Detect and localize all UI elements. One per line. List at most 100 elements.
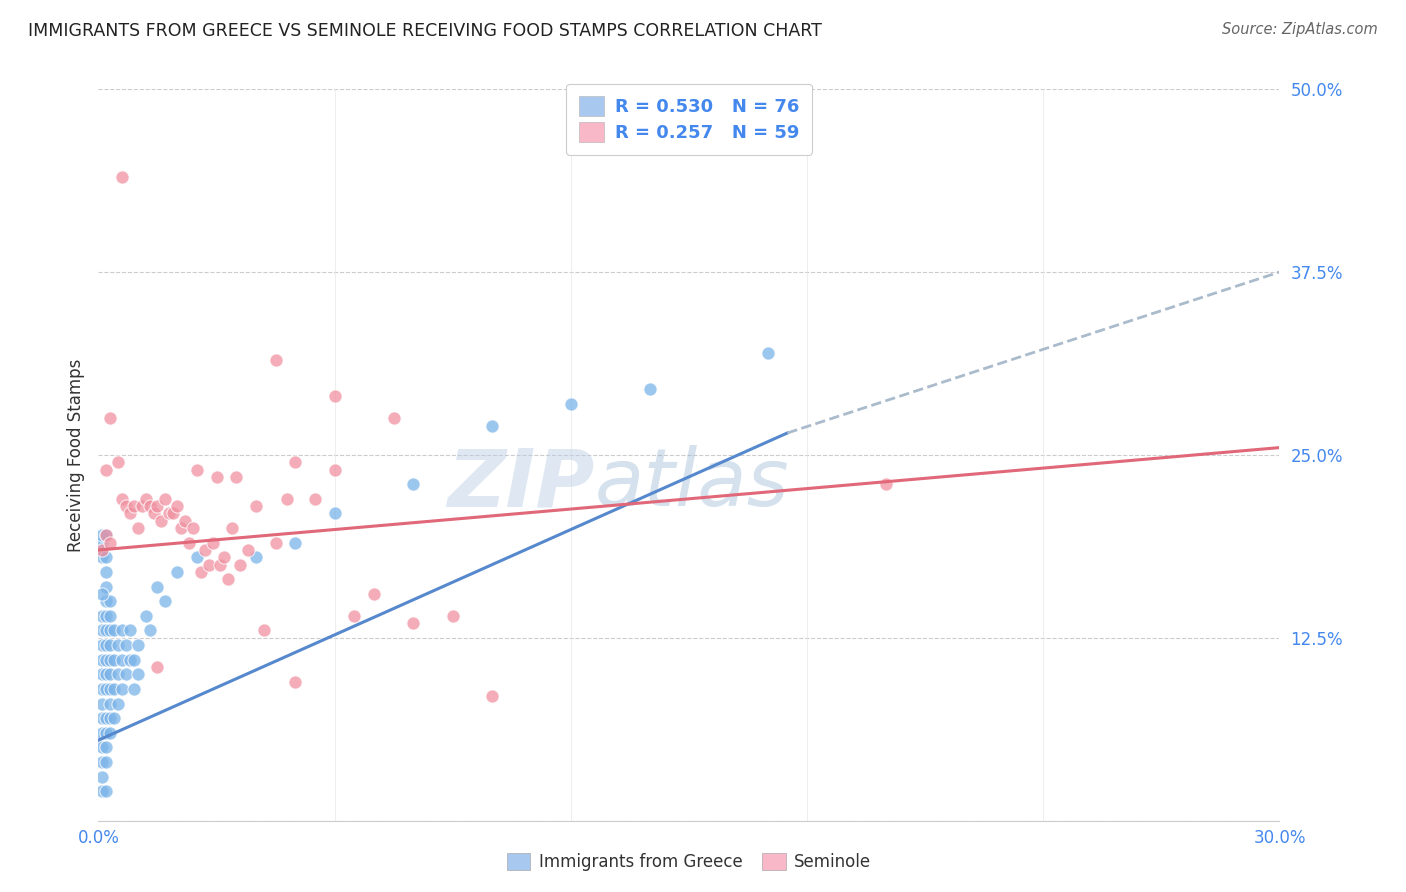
Point: [135, 491, 157, 506]
Point: [96, 784, 118, 798]
Point: [481, 418, 503, 433]
Point: [236, 543, 259, 558]
Point: [142, 507, 165, 521]
Point: [131, 499, 153, 513]
Point: [245, 499, 267, 513]
Point: [197, 558, 219, 572]
Point: [162, 507, 184, 521]
Point: [96, 681, 118, 696]
Point: [96, 565, 118, 579]
Point: [264, 352, 287, 367]
Point: [115, 499, 138, 513]
Point: [264, 535, 287, 549]
Point: [441, 608, 464, 623]
Point: [115, 667, 138, 681]
Point: [98, 638, 121, 652]
Point: [91, 543, 114, 558]
Point: [560, 397, 582, 411]
Point: [155, 594, 177, 608]
Point: [166, 499, 188, 513]
Point: [481, 690, 503, 704]
Point: [98, 726, 121, 740]
Point: [118, 624, 141, 638]
Point: [135, 608, 157, 623]
Point: [225, 470, 247, 484]
Point: [253, 624, 276, 638]
Point: [756, 345, 779, 359]
Point: [875, 477, 897, 491]
Point: [205, 470, 228, 484]
Point: [107, 455, 129, 469]
Point: [201, 535, 224, 549]
Text: IMMIGRANTS FROM GREECE VS SEMINOLE RECEIVING FOOD STAMPS CORRELATION CHART: IMMIGRANTS FROM GREECE VS SEMINOLE RECEI…: [28, 22, 823, 40]
Point: [91, 726, 114, 740]
Point: [217, 572, 239, 586]
Point: [138, 624, 160, 638]
Point: [96, 667, 118, 681]
Point: [98, 535, 121, 549]
Point: [96, 580, 118, 594]
Point: [96, 528, 118, 542]
Point: [122, 653, 145, 667]
Point: [91, 784, 114, 798]
Point: [91, 535, 114, 549]
Point: [186, 462, 208, 476]
Point: [229, 558, 252, 572]
Point: [98, 667, 121, 681]
Point: [382, 411, 405, 425]
Point: [245, 550, 267, 565]
Point: [284, 455, 307, 469]
Point: [111, 169, 134, 184]
Point: [638, 382, 661, 396]
Point: [150, 514, 173, 528]
Point: [111, 653, 134, 667]
Point: [284, 674, 307, 689]
Point: [111, 491, 134, 506]
Point: [91, 681, 114, 696]
Point: [122, 681, 145, 696]
Point: [107, 697, 129, 711]
Point: [91, 711, 114, 725]
Point: [91, 608, 114, 623]
Point: [155, 491, 177, 506]
Point: [91, 624, 114, 638]
Point: [103, 624, 125, 638]
Point: [214, 550, 236, 565]
Point: [284, 535, 307, 549]
Point: [91, 770, 114, 784]
Point: [118, 507, 141, 521]
Point: [91, 755, 114, 769]
Point: [177, 535, 200, 549]
Point: [98, 711, 121, 725]
Point: [91, 550, 114, 565]
Point: [96, 726, 118, 740]
Point: [96, 653, 118, 667]
Point: [115, 638, 138, 652]
Point: [174, 514, 197, 528]
Point: [363, 587, 385, 601]
Point: [91, 697, 114, 711]
Text: Source: ZipAtlas.com: Source: ZipAtlas.com: [1222, 22, 1378, 37]
Point: [166, 565, 188, 579]
Text: ZIP: ZIP: [447, 445, 595, 524]
Point: [186, 550, 208, 565]
Point: [96, 624, 118, 638]
Y-axis label: Receiving Food Stamps: Receiving Food Stamps: [66, 359, 84, 551]
Point: [96, 755, 118, 769]
Point: [91, 528, 114, 542]
Point: [122, 499, 145, 513]
Point: [221, 521, 243, 535]
Point: [91, 653, 114, 667]
Point: [107, 638, 129, 652]
Point: [402, 616, 425, 631]
Point: [323, 389, 346, 403]
Point: [146, 499, 169, 513]
Point: [91, 587, 114, 601]
Point: [194, 543, 217, 558]
Point: [91, 740, 114, 755]
Point: [304, 491, 326, 506]
Point: [98, 697, 121, 711]
Text: atlas: atlas: [595, 445, 789, 524]
Point: [96, 594, 118, 608]
Point: [118, 653, 141, 667]
